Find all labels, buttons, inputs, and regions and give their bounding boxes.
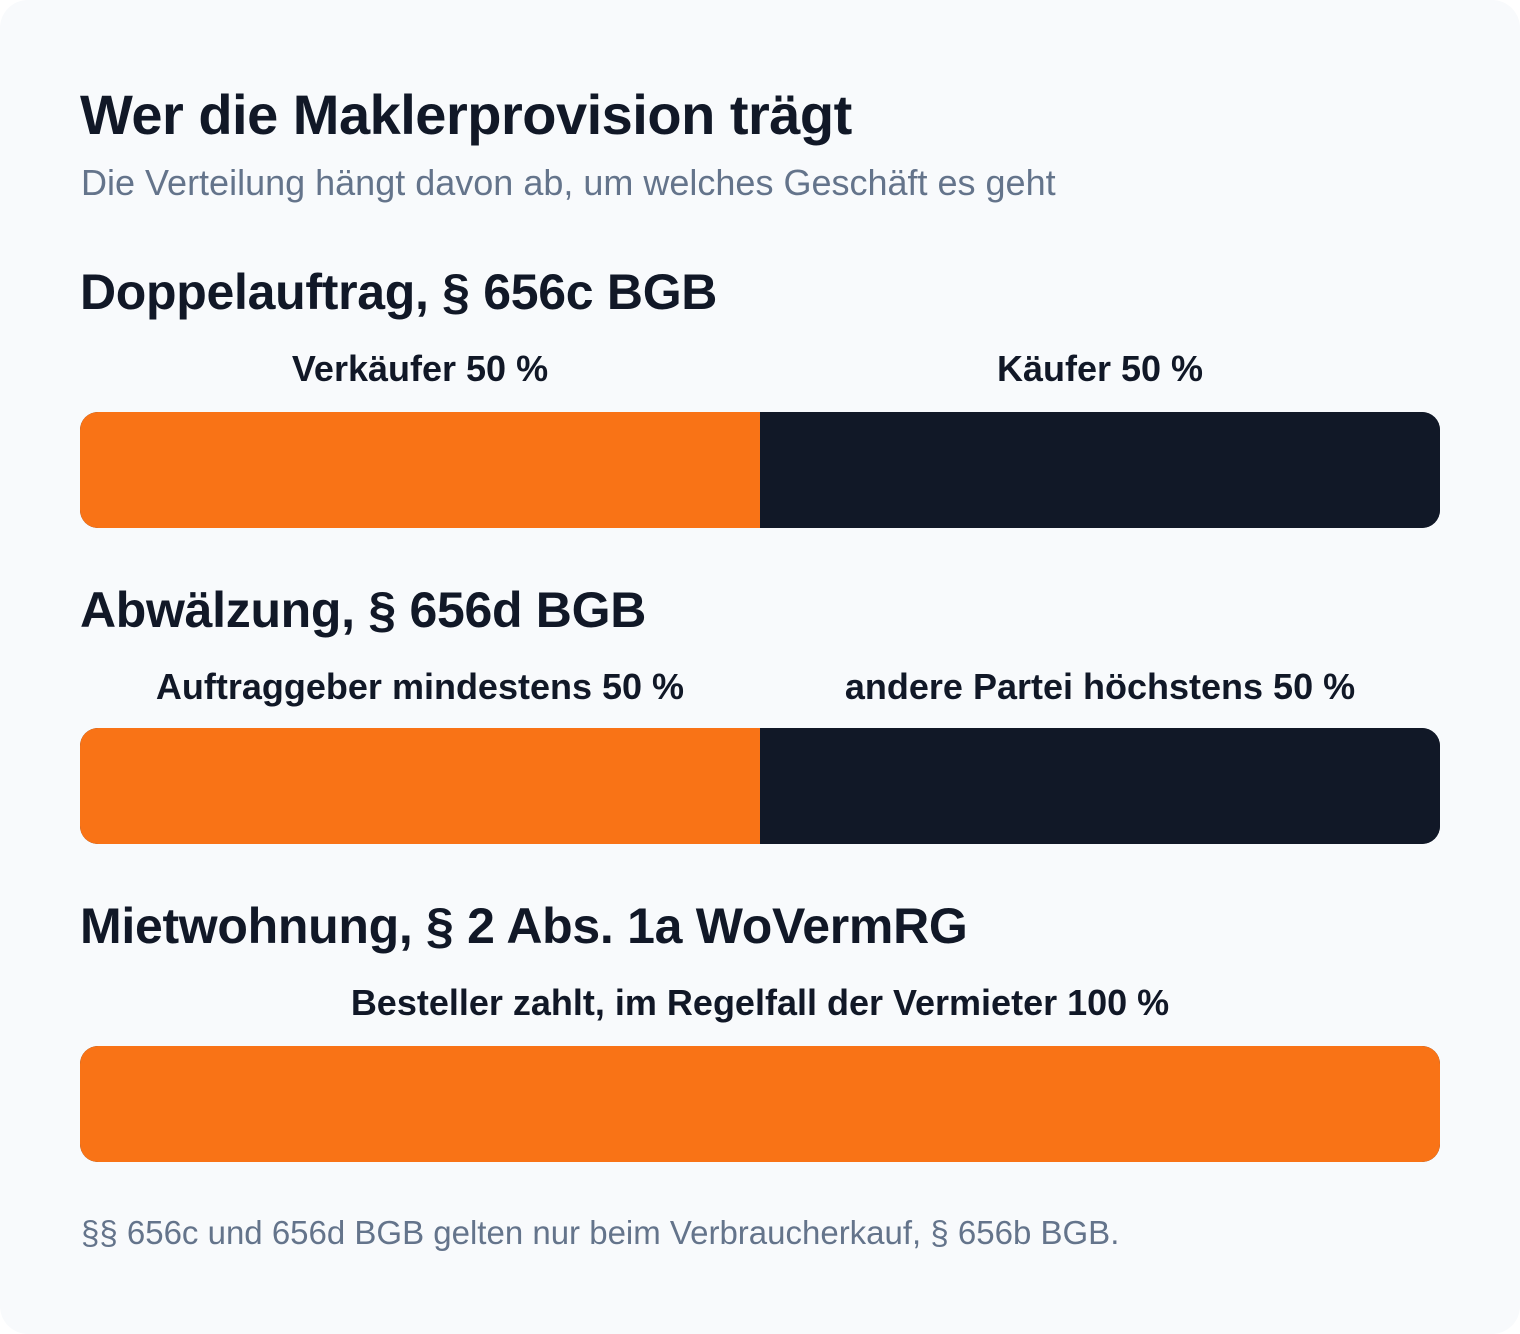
chart-title: Wer die Maklerprovision trägt [80, 83, 852, 146]
segment-label: Auftraggeber mindestens 50 % [155, 666, 685, 707]
section-title: Doppelauftrag, § 656c BGB [80, 264, 718, 320]
segment-label: andere Partei höchstens 50 % [844, 666, 1356, 707]
bar-segment [760, 412, 1440, 528]
segment-labels: Verkäufer 50 % Käufer 50 % [80, 346, 1440, 392]
segment-label: Käufer 50 % [996, 348, 1204, 389]
segment-labels: Besteller zahlt, im Regelfall der Vermie… [80, 980, 1440, 1026]
bar-segment [760, 728, 1440, 844]
segment-labels: Auftraggeber mindestens 50 % andere Parte… [80, 664, 1440, 710]
stacked-bar [80, 728, 1440, 844]
section-title: Abwälzung, § 656d BGB [80, 582, 647, 638]
bar-segment [80, 1046, 1440, 1162]
stacked-bar [80, 1046, 1440, 1162]
bar-segment [80, 728, 760, 844]
bar-segment [80, 412, 760, 528]
section-title: Mietwohnung, § 2 Abs. 1a WoVermRG [80, 898, 968, 954]
footnote: §§ 656c und 656d BGB gelten nur beim Ver… [81, 1214, 1120, 1251]
stacked-bar [80, 412, 1440, 528]
segment-label: Verkäufer 50 % [291, 348, 549, 389]
chart-subtitle: Die Verteilung hängt davon ab, um welche… [81, 162, 1056, 203]
segment-label: Besteller zahlt, im Regelfall der Vermie… [350, 982, 1170, 1023]
